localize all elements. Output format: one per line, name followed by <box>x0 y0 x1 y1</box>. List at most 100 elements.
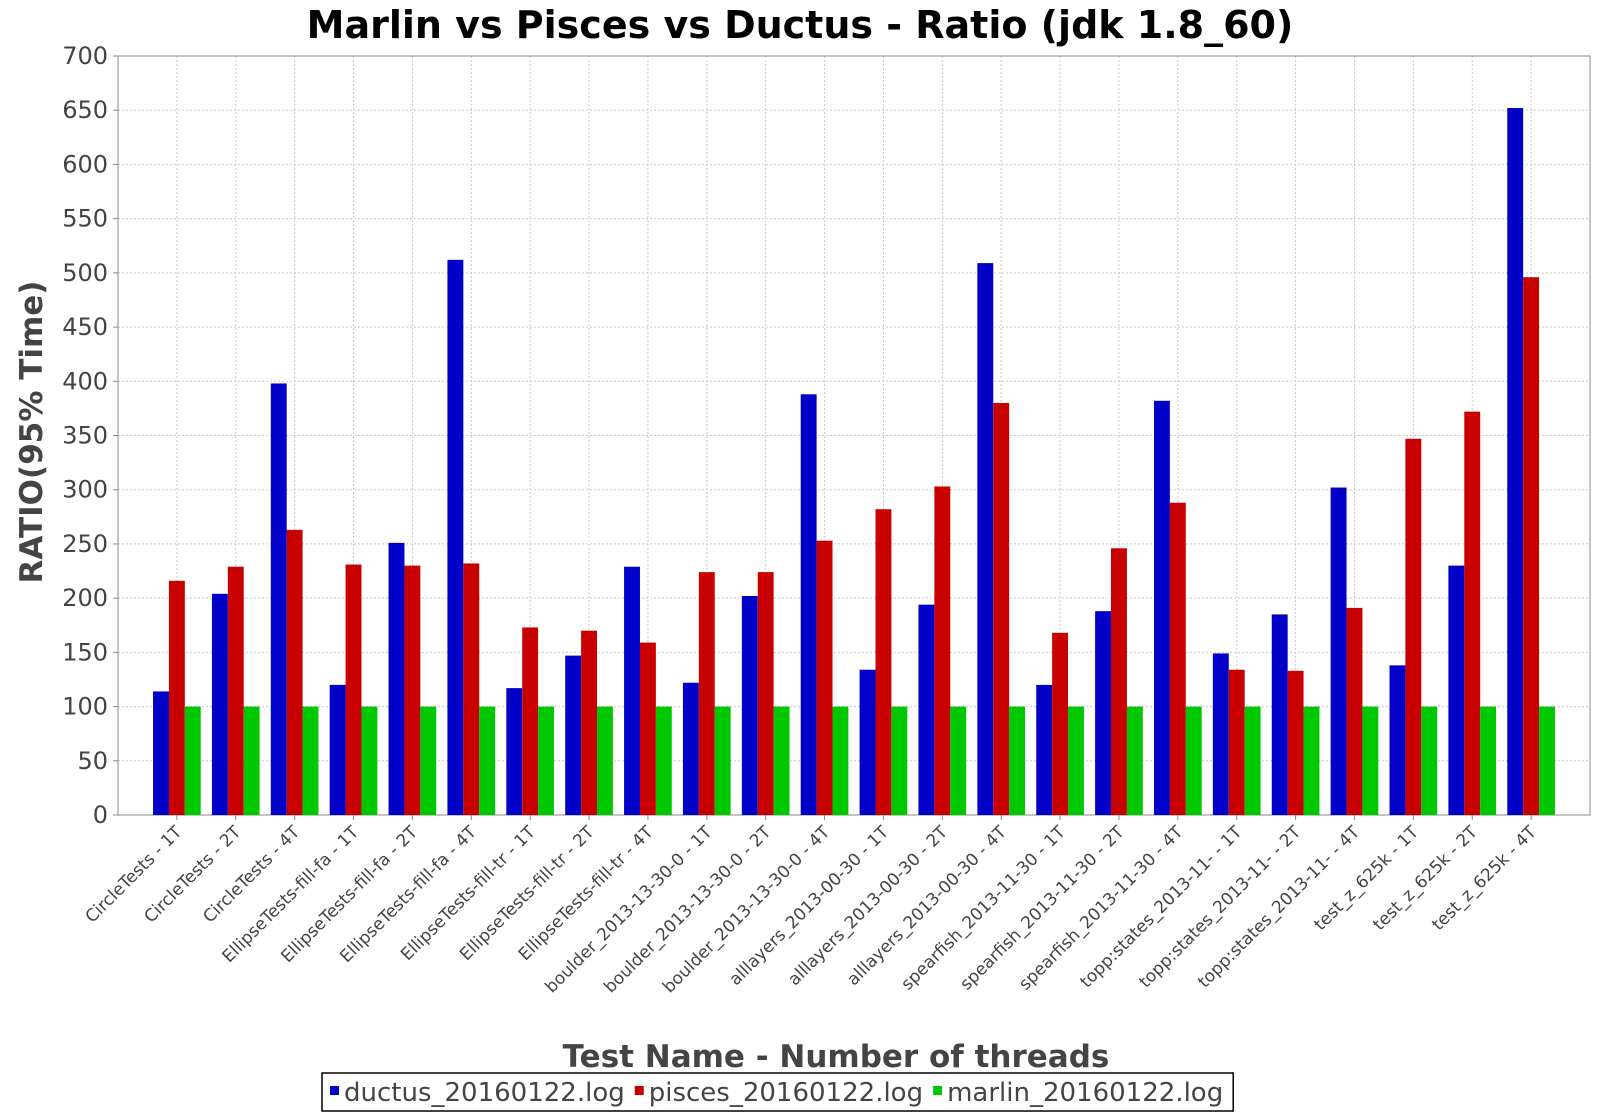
y-tick-label: 400 <box>62 367 108 395</box>
bar-pisces <box>1169 502 1186 815</box>
bar-marlin <box>655 706 672 815</box>
bar-marlin <box>184 706 201 815</box>
bar-marlin <box>1480 706 1497 815</box>
bar-marlin <box>1539 706 1555 815</box>
x-tick-label: test_z_625k - 2T <box>1369 822 1482 935</box>
bar-pisces <box>816 540 833 815</box>
bar-pisces <box>404 565 421 815</box>
bar-ductus <box>1389 665 1406 815</box>
bar-marlin <box>243 706 260 815</box>
y-tick-label: 50 <box>77 747 108 775</box>
legend: ductus_20160122.log pisces_20160122.log ma… <box>321 1072 1234 1112</box>
bar-pisces <box>875 509 892 815</box>
bar-ductus <box>388 542 405 815</box>
bar-marlin <box>1068 706 1084 815</box>
y-tick-label: 450 <box>62 313 108 341</box>
bar-ductus <box>918 604 935 815</box>
bar-marlin <box>420 706 437 815</box>
bar-pisces <box>934 486 951 815</box>
legend-swatch <box>933 1086 943 1095</box>
bar-pisces <box>522 627 539 815</box>
chart-title: Marlin vs Pisces vs Ductus - Ratio (jdk … <box>307 3 1294 47</box>
bar-pisces <box>286 529 303 815</box>
bar-ductus <box>741 595 758 815</box>
y-tick-label: 150 <box>62 638 108 666</box>
legend-box <box>321 1072 1234 1112</box>
bar-ductus <box>977 263 994 815</box>
bar-pisces <box>1346 607 1363 815</box>
bar-ductus <box>1095 611 1112 815</box>
bar-marlin <box>1244 706 1261 815</box>
bar-pisces <box>463 563 480 815</box>
y-axis: 0 50 100 150 200 250 300 350 400 450 500 550 600 650 7… <box>62 42 118 829</box>
y-tick-label: 300 <box>62 476 108 504</box>
y-axis-title: RATIO(95% Time) <box>14 281 50 584</box>
bar-marlin <box>1009 706 1026 815</box>
bar-marlin <box>1185 706 1202 815</box>
bar-pisces <box>757 572 774 815</box>
bar-marlin <box>1362 706 1379 815</box>
bar-ductus <box>447 259 464 815</box>
y-tick-label: 500 <box>62 259 108 287</box>
bar-ductus <box>1036 684 1053 815</box>
bar-ductus <box>1271 614 1288 815</box>
bar-pisces <box>1464 411 1481 815</box>
bar-ductus <box>270 383 287 815</box>
bar-ductus <box>329 684 346 815</box>
legend-swatch <box>634 1086 644 1095</box>
y-tick-label: 700 <box>62 42 108 70</box>
bar-ductus <box>859 669 876 815</box>
bar-ductus <box>682 682 699 815</box>
y-tick-label: 550 <box>62 205 108 233</box>
bar-marlin <box>1421 706 1438 815</box>
bar-ductus <box>800 394 817 815</box>
bar-marlin <box>302 706 319 815</box>
y-tick-label: 650 <box>62 96 108 124</box>
x-tick-label: test_z_625k - 1T <box>1310 822 1423 935</box>
x-tick-label: test_z_625k - 4T <box>1428 822 1541 935</box>
bars <box>153 108 1555 815</box>
y-tick-label: 100 <box>62 693 108 721</box>
bar-marlin <box>891 706 908 815</box>
bar-ductus <box>1153 400 1170 815</box>
bar-ductus <box>1448 565 1465 815</box>
bar-pisces <box>168 580 185 815</box>
bar-pisces <box>1228 669 1245 815</box>
bar-marlin <box>1303 706 1320 815</box>
bar-pisces <box>345 564 362 815</box>
x-axis-title: Test Name - Number of threads <box>563 1039 1110 1075</box>
y-tick-label: 250 <box>62 530 108 558</box>
bar-ductus <box>1212 653 1229 815</box>
bar-pisces <box>1052 632 1069 815</box>
bar-marlin <box>361 706 378 815</box>
legend-label: marlin_20160122.log <box>947 1078 1223 1108</box>
bar-ductus <box>1507 108 1524 815</box>
bar-ductus <box>1330 487 1347 815</box>
bar-marlin <box>773 706 790 815</box>
bar-pisces <box>639 642 656 815</box>
bar-marlin <box>950 706 967 815</box>
bar-pisces <box>1111 548 1127 815</box>
bar-pisces <box>698 572 715 815</box>
bar-marlin <box>832 706 849 815</box>
bar-marlin <box>714 706 731 815</box>
bar-marlin <box>1126 706 1143 815</box>
legend-swatch <box>330 1086 339 1095</box>
bar-pisces <box>581 630 597 815</box>
bar-pisces <box>993 402 1010 815</box>
bar-ductus <box>565 655 582 815</box>
bar-pisces <box>1405 438 1422 815</box>
bar-marlin <box>596 706 613 815</box>
bar-ductus <box>624 566 640 815</box>
bar-pisces <box>1287 670 1304 815</box>
legend-label: pisces_20160122.log <box>649 1078 923 1108</box>
bar-marlin <box>538 706 555 815</box>
bar-pisces <box>1523 277 1540 815</box>
y-tick-label: 0 <box>93 801 108 829</box>
bar-ductus <box>153 691 169 815</box>
bar-marlin <box>479 706 496 815</box>
y-tick-label: 200 <box>62 584 108 612</box>
bar-ductus <box>506 688 523 815</box>
